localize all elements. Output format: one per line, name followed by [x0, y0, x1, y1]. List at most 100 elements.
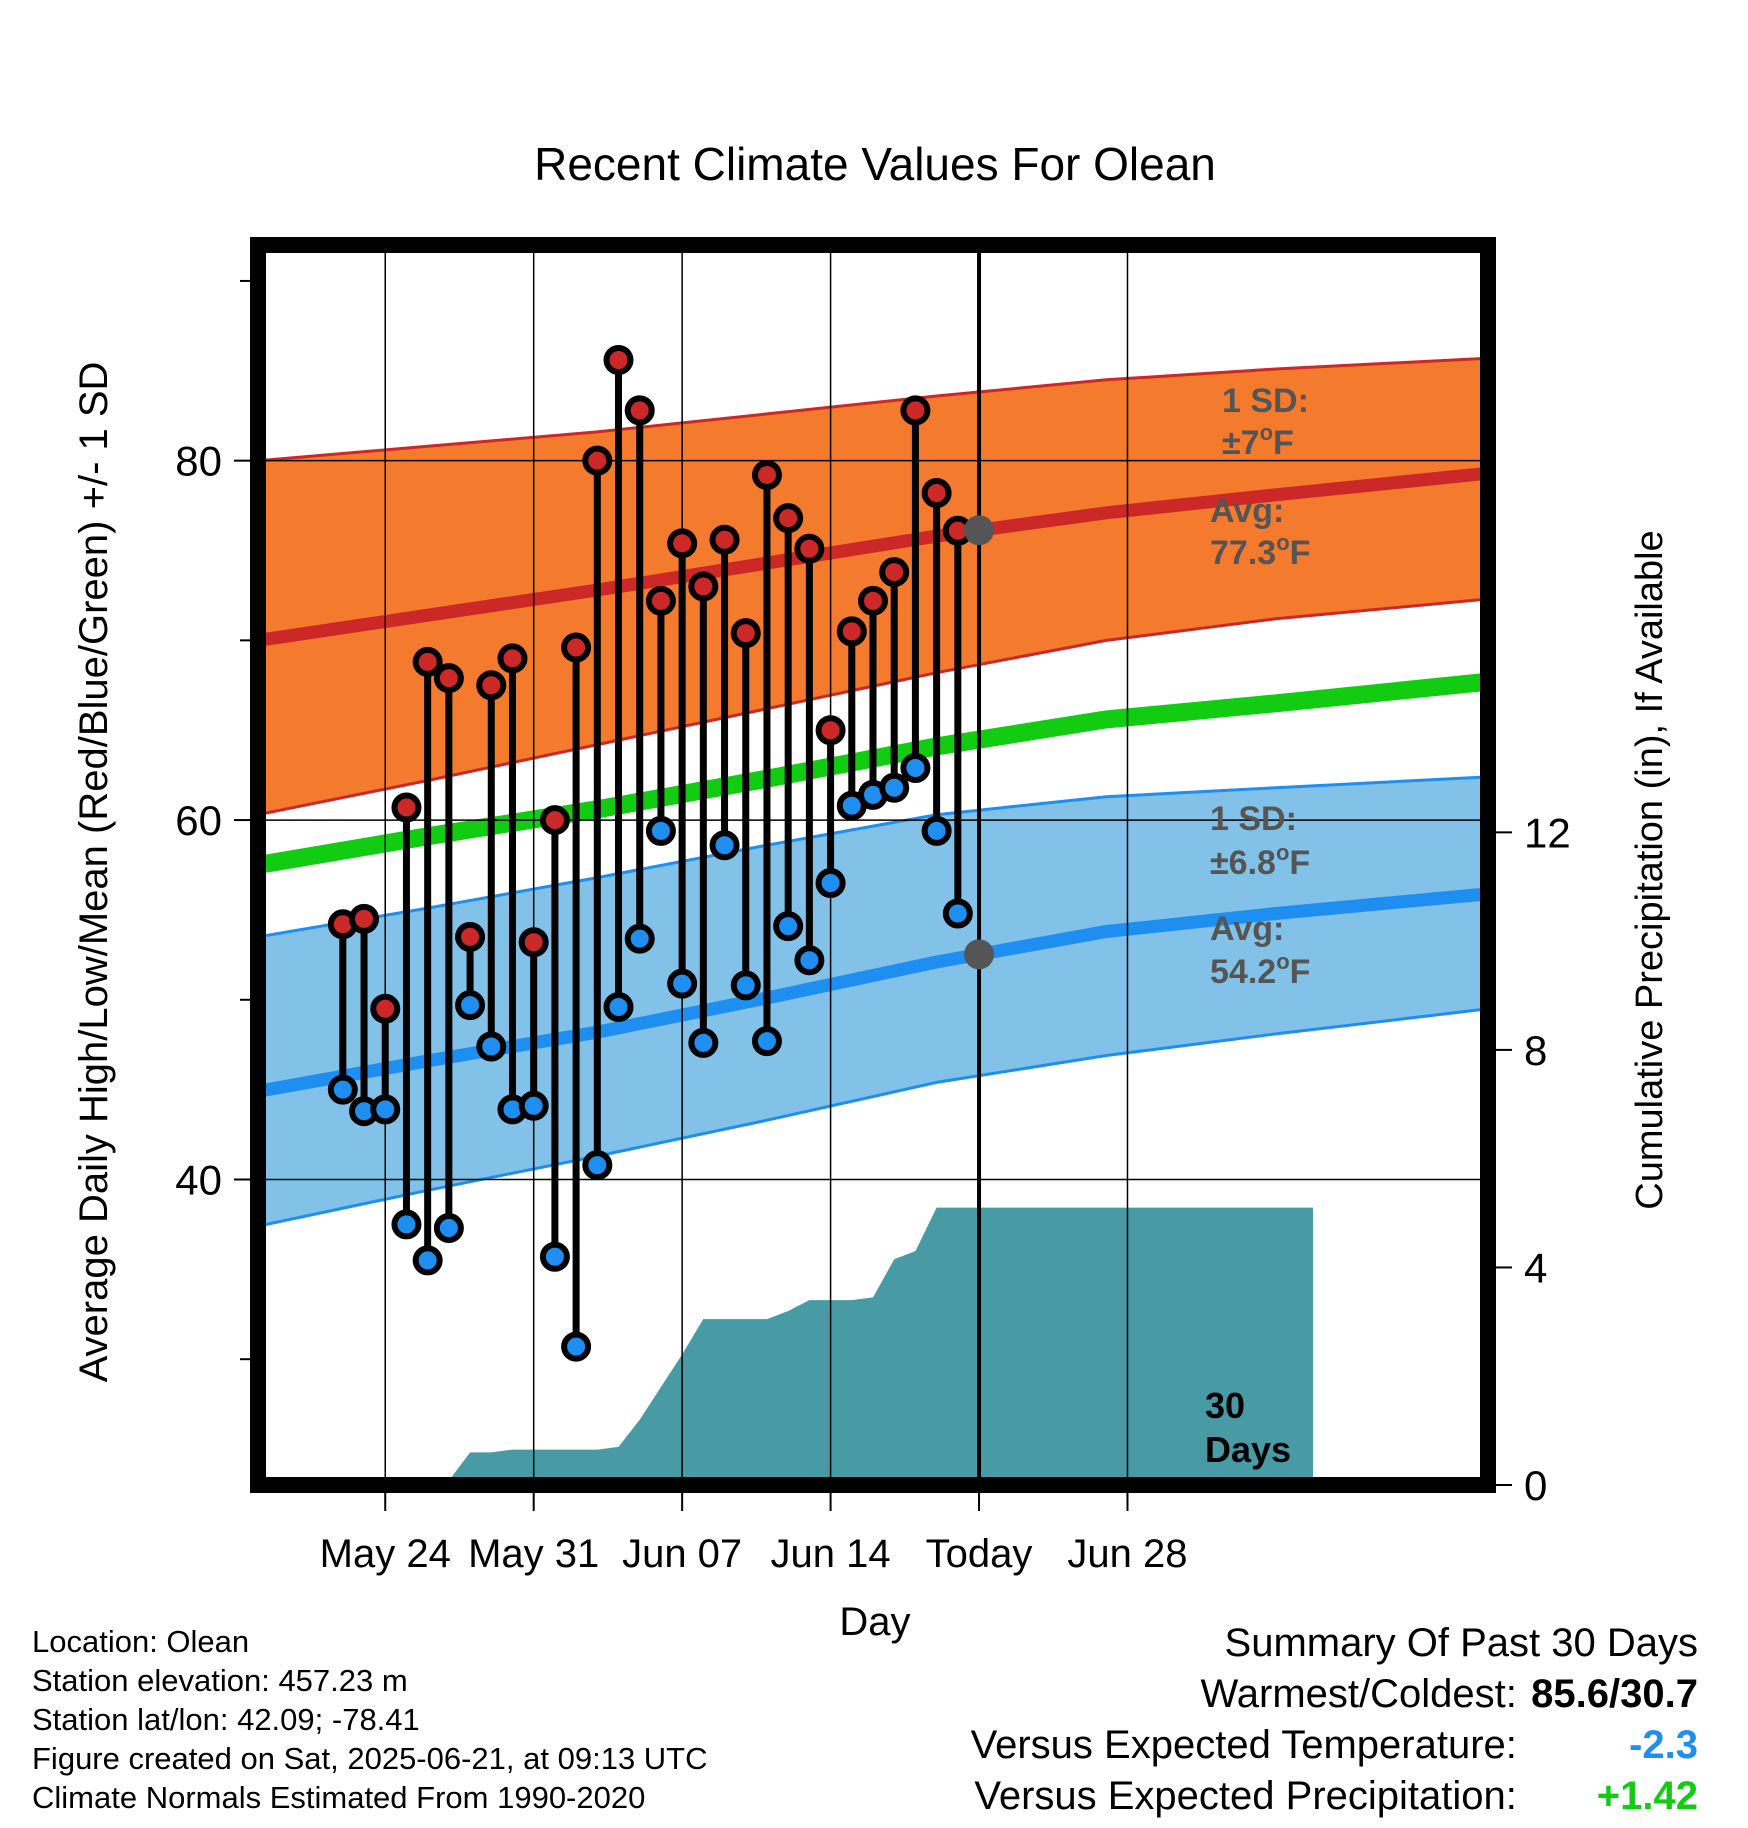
daily-high-marker [751, 460, 782, 491]
x-axis-label: Day [839, 1600, 910, 1644]
daily-low-marker [518, 1090, 549, 1121]
daily-high-marker [667, 528, 698, 559]
daily-low-marker [879, 772, 910, 803]
precipitation-departure-value: +1.42 [1596, 1774, 1698, 1818]
daily-low-marker [539, 1241, 570, 1272]
x-tick-label: Jun 28 [1067, 1532, 1187, 1576]
warmest-coldest-value: 85.6/30.7 [1531, 1672, 1698, 1716]
cumulative-precip-area [321, 1207, 1314, 1485]
daily-high-marker [730, 618, 761, 649]
station-info: Location: Olean Station elevation: 457.2… [32, 1622, 932, 1817]
daily-high-marker [794, 533, 825, 564]
daily-high-marker [518, 927, 549, 958]
low-sd-label: 1 SD: [1210, 800, 1297, 838]
daily-low-marker [645, 815, 676, 846]
y-tick-label: 60 [175, 797, 222, 844]
daily-high-marker [645, 585, 676, 616]
daily-high-marker [836, 616, 867, 647]
y-tick-label: 80 [175, 438, 222, 485]
summary-title: Summary Of Past 30 Days [1224, 1621, 1698, 1665]
daily-high-marker [815, 715, 846, 746]
y2-tick-label: 0 [1524, 1462, 1547, 1509]
temperature-departure-label: Versus Expected Temperature: [970, 1723, 1517, 1767]
daily-high-marker [858, 585, 888, 616]
daily-high-marker [879, 557, 910, 588]
y2-tick-label: 8 [1524, 1027, 1547, 1074]
plot-frame [250, 237, 1496, 1493]
y2-tick-label: 4 [1524, 1244, 1547, 1291]
y-tick-label: 40 [175, 1156, 222, 1203]
low-avg-label: Avg: [1210, 910, 1284, 948]
daily-low-marker [476, 1031, 507, 1062]
normal-high-line [258, 466, 1488, 647]
high-sd-upper-line [258, 356, 1488, 463]
x-tick-label: Jun 14 [771, 1532, 891, 1576]
daily-low-marker [751, 1026, 782, 1057]
daily-low-marker [794, 945, 825, 976]
daily-high-marker [539, 805, 570, 836]
summary-panel: Summary Of Past 30 Days Warmest/Coldest:… [798, 1618, 1698, 1822]
x-tick-label: Jun 07 [622, 1532, 742, 1576]
normal-low-line [258, 887, 1488, 1098]
daily-low-marker [370, 1094, 401, 1125]
days-unit-label: Days [1205, 1429, 1291, 1470]
daily-high-marker [624, 395, 655, 426]
daily-high-marker [349, 903, 380, 934]
y2-axis-label: Cumulative Precipitation (in), If Availa… [1629, 530, 1671, 1209]
daily-high-marker [688, 571, 719, 602]
low-sd-band [258, 776, 1488, 1227]
daily-low-marker [433, 1213, 464, 1244]
elevation-text: Station elevation: 457.23 m [32, 1663, 408, 1698]
daily-low-marker [327, 1074, 358, 1105]
days-count-label: 30 [1205, 1385, 1245, 1426]
precipitation-departure-row: Versus Expected Precipitation: +1.42 [798, 1771, 1698, 1822]
daily-high-marker [412, 646, 443, 677]
temperature-departure-row: Versus Expected Temperature: -2.3 [798, 1720, 1698, 1771]
x-tick-label: May 24 [320, 1532, 451, 1576]
daily-low-marker [709, 830, 740, 861]
x-tick-label: May 31 [468, 1532, 599, 1576]
daily-high-marker [370, 993, 401, 1024]
daily-low-marker [773, 911, 804, 942]
y2-tick-label: 12 [1524, 809, 1571, 856]
low-sd-value: ±6.8oF [1210, 840, 1310, 882]
daily-low-marker [561, 1331, 592, 1362]
daily-low-marker [730, 970, 761, 1001]
daily-low-marker [815, 867, 846, 898]
temperature-departure-value: -2.3 [1629, 1723, 1698, 1767]
location-text: Location: Olean [32, 1624, 250, 1659]
daily-high-marker [603, 345, 634, 376]
high-sd-label: 1 SD: [1222, 382, 1309, 420]
daily-high-marker [476, 670, 507, 701]
high-avg-label: Avg: [1210, 492, 1284, 530]
y-axis-label: Average Daily High/Low/Mean (Red/Blue/Gr… [72, 362, 116, 1383]
daily-low-marker [900, 752, 931, 783]
daily-low-marker [582, 1150, 613, 1181]
precipitation-departure-label: Versus Expected Precipitation: [974, 1774, 1517, 1818]
high-avg-value: 77.3oF [1210, 530, 1310, 572]
daily-high-marker [900, 395, 931, 426]
daily-high-marker [773, 503, 804, 534]
daily-low-marker [921, 815, 952, 846]
daily-low-marker [688, 1027, 719, 1058]
daily-high-marker [391, 792, 422, 823]
daily-high-marker [433, 663, 464, 694]
low-sd-lower-line [258, 1007, 1488, 1228]
daily-low-marker [667, 968, 698, 999]
warmest-coldest-label: Warmest/Coldest: [1200, 1672, 1517, 1716]
today-low-avg-marker [964, 939, 995, 970]
daily-high-marker [582, 445, 613, 476]
created-text: Figure created on Sat, 2025-06-21, at 09… [32, 1741, 708, 1776]
daily-high-marker [709, 524, 740, 555]
daily-high-marker [497, 643, 528, 674]
warmest-coldest-row: Warmest/Coldest: 85.6/30.7 [798, 1669, 1699, 1720]
daily-high-marker [561, 632, 592, 663]
daily-low-marker [412, 1245, 443, 1276]
low-sd-upper-line [258, 775, 1488, 939]
x-tick-label: Today [926, 1532, 1033, 1576]
daily-low-marker [391, 1209, 422, 1240]
daily-low-marker [603, 991, 634, 1022]
normals-text: Climate Normals Estimated From 1990-2020 [32, 1780, 646, 1815]
latlon-text: Station lat/lon: 42.09; -78.41 [32, 1702, 420, 1737]
